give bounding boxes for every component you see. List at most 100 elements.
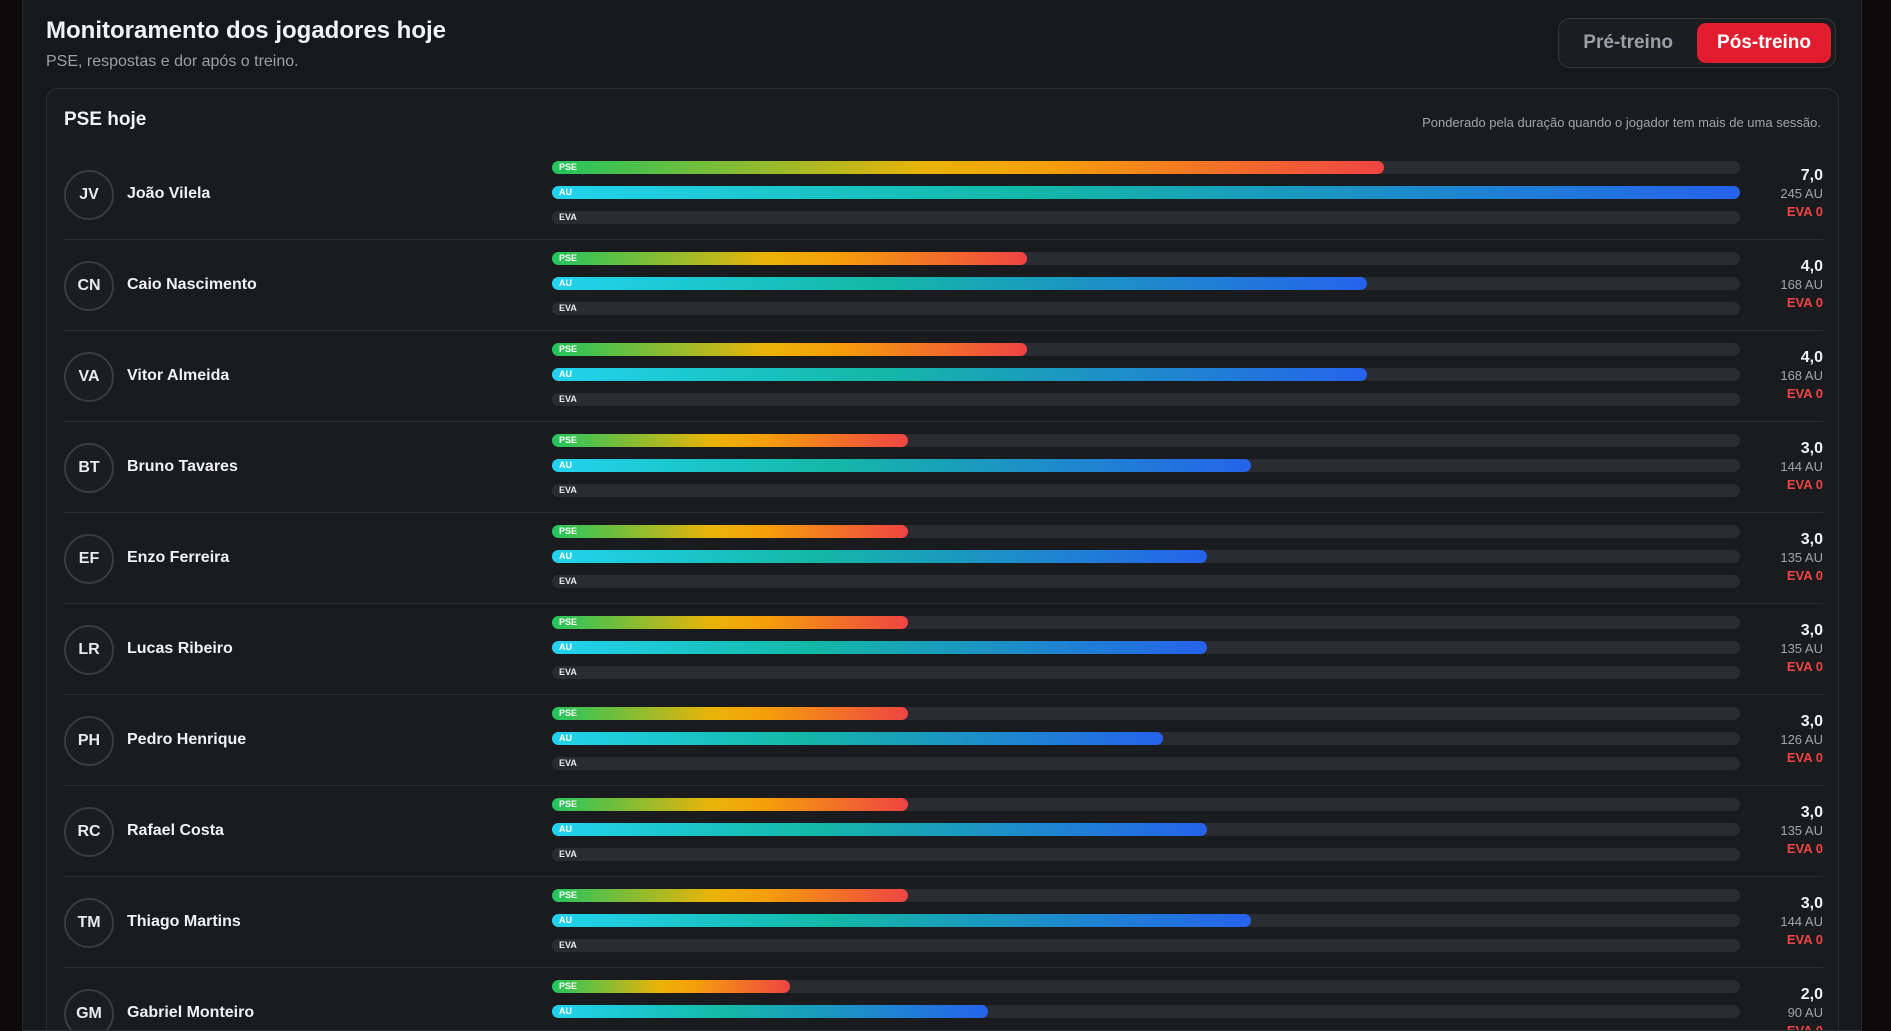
au-value: 135 AU [1780,641,1823,656]
au-value: 90 AU [1787,1005,1823,1020]
pse-bar-label: PSE [559,253,578,263]
pse-value: 3,0 [1800,622,1823,639]
eva-bar-track: EVA [552,939,1740,952]
metric-bars: PSE AU EVA [552,161,1740,224]
player-name: Lucas Ribeiro [127,640,233,657]
player-row[interactable]: JV João Vilela PSE AU EVA 7,0 245 AU EVA… [64,149,1823,240]
pre-training-tab[interactable]: Pré-treino [1583,32,1674,53]
avatar: TM [64,898,114,948]
session-toggle: Pré-treino Pós-treino [1558,18,1836,68]
au-value: 168 AU [1780,277,1823,292]
au-bar-fill [552,277,1367,290]
pse-bar-label: PSE [559,890,578,900]
au-value: 126 AU [1780,732,1823,747]
eva-bar-track: EVA [552,666,1740,679]
au-bar-label: AU [559,824,572,834]
au-bar-fill [552,914,1251,927]
pse-bar-track: PSE [552,434,1740,447]
pse-bar-track: PSE [552,525,1740,538]
au-bar-track: AU [552,459,1740,472]
au-bar-track: AU [552,277,1740,290]
eva-bar-track: EVA [552,211,1740,224]
pse-value: 4,0 [1800,258,1823,275]
page-subtitle: PSE, respostas e dor após o treino. [46,53,299,70]
pse-bar-fill [552,434,909,447]
avatar: RC [64,807,114,857]
eva-value: EVA 0 [1786,204,1823,219]
pse-bar-fill [552,616,909,629]
au-bar-label: AU [559,1006,572,1016]
player-row[interactable]: VA Vitor Almeida PSE AU EVA 4,0 168 AU E… [64,331,1823,422]
au-bar-fill [552,823,1207,836]
pse-bar-track: PSE [552,343,1740,356]
avatar: PH [64,716,114,766]
player-row[interactable]: EF Enzo Ferreira PSE AU EVA 3,0 135 AU E… [64,513,1823,604]
eva-value: EVA 0 [1786,659,1823,674]
avatar: JV [64,170,114,220]
eva-bar-track: EVA [552,484,1740,497]
pse-bar-fill [552,525,909,538]
au-value: 135 AU [1780,550,1823,565]
player-row[interactable]: LR Lucas Ribeiro PSE AU EVA 3,0 135 AU E… [64,604,1823,695]
pse-bar-fill [552,161,1384,174]
pse-bar-fill [552,252,1028,265]
au-bar-label: AU [559,733,572,743]
pse-value: 3,0 [1800,531,1823,548]
metric-bars: PSE AU EVA [552,889,1740,952]
eva-value: EVA 0 [1786,477,1823,492]
eva-value: EVA 0 [1786,295,1823,310]
eva-value: EVA 0 [1786,1023,1823,1031]
pse-bar-fill [552,343,1028,356]
au-bar-track: AU [552,641,1740,654]
player-row[interactable]: TM Thiago Martins PSE AU EVA 3,0 144 AU … [64,877,1823,968]
eva-bar-label: EVA [559,576,577,586]
player-name: Bruno Tavares [127,458,238,475]
metric-bars: PSE AU EVA [552,252,1740,315]
pse-bar-label: PSE [559,799,578,809]
avatar: VA [64,352,114,402]
player-name: Vitor Almeida [127,367,230,384]
player-row[interactable]: GM Gabriel Monteiro PSE AU EVA 2,0 90 AU… [64,968,1823,1031]
pse-value: 2,0 [1800,986,1823,1003]
eva-bar-label: EVA [559,667,577,677]
au-bar-track: AU [552,732,1740,745]
au-bar-fill [552,550,1207,563]
metric-values: 3,0 135 AU EVA 0 [1780,803,1823,857]
eva-bar-label: EVA [559,394,577,404]
au-bar-fill [552,186,1740,199]
au-bar-track: AU [552,914,1740,927]
player-row[interactable]: BT Bruno Tavares PSE AU EVA 3,0 144 AU E… [64,422,1823,513]
metric-values: 4,0 168 AU EVA 0 [1780,257,1823,311]
au-bar-label: AU [559,369,572,379]
post-training-tab[interactable]: Pós-treino [1697,23,1831,63]
pse-bar-fill [552,980,790,993]
pse-value: 3,0 [1800,713,1823,730]
player-name: Rafael Costa [127,822,224,839]
au-value: 135 AU [1780,823,1823,838]
avatar: BT [64,443,114,493]
player-row[interactable]: RC Rafael Costa PSE AU EVA 3,0 135 AU EV… [64,786,1823,877]
player-name: Enzo Ferreira [127,549,230,566]
pse-bar-fill [552,889,909,902]
eva-value: EVA 0 [1786,386,1823,401]
au-bar-fill [552,641,1207,654]
metric-bars: PSE AU EVA [552,525,1740,588]
eva-bar-label: EVA [559,485,577,495]
player-row[interactable]: CN Caio Nascimento PSE AU EVA 4,0 168 AU… [64,240,1823,331]
metric-bars: PSE AU EVA [552,616,1740,679]
pse-bar-track: PSE [552,798,1740,811]
player-row[interactable]: PH Pedro Henrique PSE AU EVA 3,0 126 AU … [64,695,1823,786]
pse-bar-fill [552,798,909,811]
au-bar-fill [552,459,1251,472]
pse-bar-label: PSE [559,162,578,172]
avatar: GM [64,989,114,1030]
metric-bars: PSE AU EVA [552,343,1740,406]
eva-value: EVA 0 [1786,750,1823,765]
pse-bar-track: PSE [552,707,1740,720]
eva-bar-track: EVA [552,302,1740,315]
metric-values: 4,0 168 AU EVA 0 [1780,348,1823,402]
pse-bar-track: PSE [552,161,1740,174]
au-value: 245 AU [1780,186,1823,201]
au-bar-label: AU [559,460,572,470]
avatar: EF [64,534,114,584]
